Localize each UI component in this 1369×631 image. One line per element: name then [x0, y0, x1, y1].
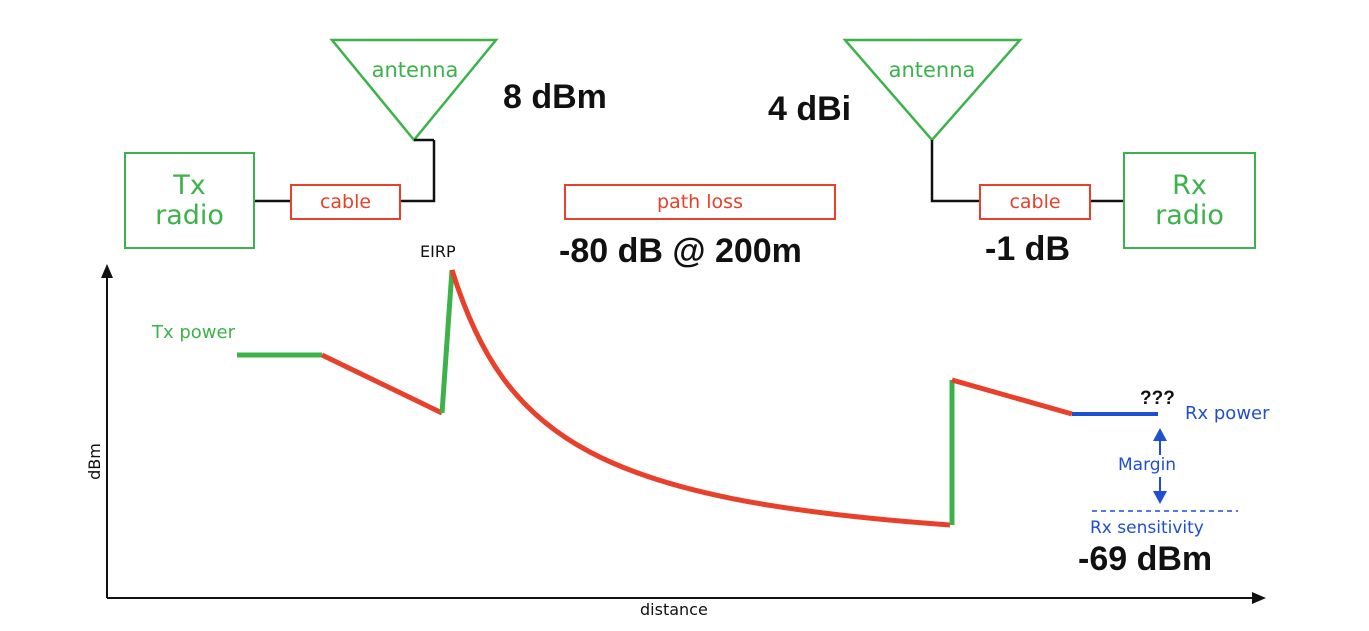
- path-loss-value: -80 dB @ 200m: [559, 232, 802, 270]
- eirp-label: EIRP: [420, 242, 456, 261]
- y-axis-arrow-icon: [101, 264, 113, 278]
- tx-cable-box: cable: [290, 184, 401, 220]
- rx-sensitivity-label: Rx sensitivity: [1090, 518, 1204, 538]
- margin-label: Margin: [1118, 455, 1177, 475]
- rx-cable-label: cable: [1009, 191, 1061, 213]
- y-axis-label: dBm: [84, 443, 104, 480]
- tx-radio-label: Tx radio: [155, 169, 224, 231]
- rx-cable-value: -1 dB: [985, 230, 1070, 268]
- rx-antenna-value: 4 dBi: [768, 90, 852, 128]
- rx-antenna-icon: [842, 38, 1023, 142]
- tx-power-label: Tx power: [152, 322, 236, 343]
- x-axis-arrow-icon: [1252, 592, 1266, 604]
- rx-antenna-label: antenna: [888, 58, 976, 82]
- tx-antenna-icon: [329, 38, 499, 142]
- tx-antenna-label: antenna: [371, 58, 459, 82]
- tx-antenna-gain-segment: [439, 269, 455, 414]
- tx-cable-to-antenna-line: [400, 140, 436, 203]
- tx-radio-box: Tx radio: [124, 152, 255, 249]
- path-loss-box: path loss: [564, 184, 836, 220]
- tx-antenna-value: 8 dBm: [503, 78, 607, 116]
- path-loss-curve: [449, 269, 951, 528]
- rx-power-label: Rx power: [1185, 403, 1270, 424]
- margin-arrow-up-icon: [1153, 428, 1167, 441]
- rx-radio-label: Rx radio: [1155, 169, 1224, 231]
- tx-cable-loss-segment: [320, 352, 444, 416]
- rx-cable-box: cable: [979, 184, 1091, 220]
- unknown-rx-power-label: ???: [1140, 388, 1175, 409]
- tx-cable-label: cable: [319, 191, 372, 213]
- rx-sensitivity-value: -69 dBm: [1078, 540, 1213, 578]
- margin-arrow-down-icon: [1153, 491, 1167, 504]
- x-axis-label: distance: [640, 600, 708, 619]
- rx-radio-box: Rx radio: [1123, 152, 1256, 249]
- rx-cable-loss-segment: [951, 377, 1073, 417]
- rx-antenna-to-cable-line: [930, 140, 980, 203]
- path-loss-label: path loss: [657, 191, 743, 213]
